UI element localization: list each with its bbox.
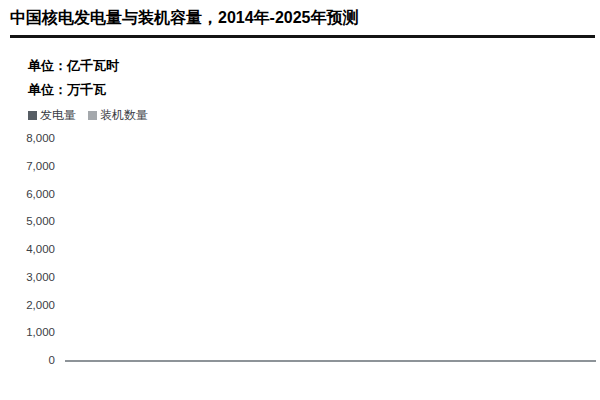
legend-item-capacity: 装机数量 bbox=[88, 107, 148, 124]
y-tick-label: 8,000 bbox=[0, 131, 55, 145]
plot-area bbox=[65, 138, 596, 362]
chart-title: 中国核电发电量与装机容量，2014年-2025年预测 bbox=[10, 9, 359, 26]
unit-line-generation: 单位：亿千瓦时 bbox=[28, 54, 119, 78]
page-title: 中国核电发电量与装机容量，2014年-2025年预测 bbox=[10, 8, 595, 38]
y-tick-label: 4,000 bbox=[0, 242, 55, 256]
y-tick-label: 6,000 bbox=[0, 187, 55, 201]
y-tick-label: 3,000 bbox=[0, 270, 55, 284]
legend-item-generation: 发电量 bbox=[28, 107, 76, 124]
y-tick-label: 1,000 bbox=[0, 325, 55, 339]
legend-swatch-capacity-icon bbox=[88, 111, 97, 120]
unit-line-capacity: 单位：万千瓦 bbox=[28, 78, 119, 102]
y-tick-label: 2,000 bbox=[0, 298, 55, 312]
legend-label-capacity: 装机数量 bbox=[100, 107, 148, 124]
y-tick-label: 7,000 bbox=[0, 159, 55, 173]
legend-swatch-generation-icon bbox=[28, 111, 37, 120]
unit-lines: 单位：亿千瓦时 单位：万千瓦 bbox=[28, 54, 119, 102]
y-tick-label: 5,000 bbox=[0, 214, 55, 228]
y-tick-label: 0 bbox=[0, 353, 55, 367]
legend-label-generation: 发电量 bbox=[40, 107, 76, 124]
chart-legend: 发电量 装机数量 bbox=[28, 107, 148, 124]
bar-chart: 0 1,000 2,000 3,000 4,000 5,000 6,000 7,000 8,00… bbox=[0, 124, 600, 390]
